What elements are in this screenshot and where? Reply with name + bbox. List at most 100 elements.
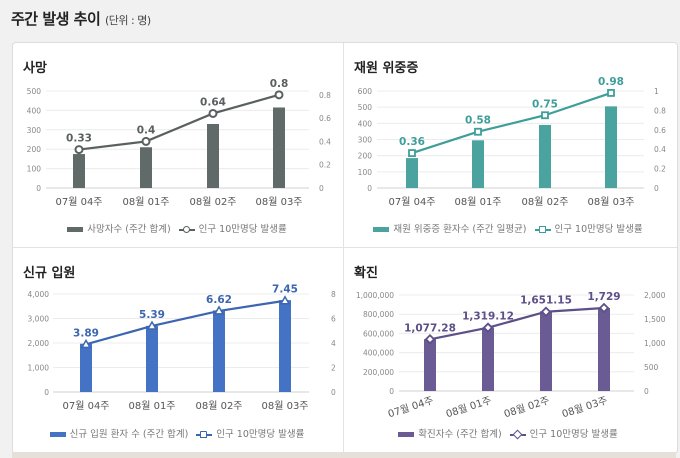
line-series xyxy=(411,91,612,155)
right-tick-label: 1 xyxy=(654,87,659,96)
data-label: 5.39 xyxy=(139,309,165,321)
line-marker xyxy=(213,305,225,315)
legend-bar-label: 신규 입원 환자 수 (주간 합계) xyxy=(69,429,189,440)
right-tick-label: 0.6 xyxy=(319,114,331,123)
bar xyxy=(598,307,610,391)
x-tick-label: 08월 02주 xyxy=(521,196,568,208)
legend-bar-swatch xyxy=(67,227,84,232)
data-label: 7.45 xyxy=(272,284,298,296)
bar xyxy=(482,327,494,391)
bar xyxy=(605,106,617,188)
line-marker xyxy=(146,320,158,330)
line-marker xyxy=(482,322,494,333)
right-tick-label: 0 xyxy=(331,388,336,397)
bar xyxy=(146,325,158,392)
right-tick-label: 0.2 xyxy=(319,161,331,170)
right-tick-label: 1,500 xyxy=(644,315,666,324)
bar xyxy=(540,311,552,391)
x-tick-label: 08월 03주 xyxy=(255,196,302,208)
bar xyxy=(80,343,92,392)
right-tick-label: 1,000 xyxy=(644,339,666,348)
bar xyxy=(213,310,225,392)
chart-svg: 0 100 200 300 400 500 0 0.2 0.4 0.6 0.8 07월 04주 08월 … xyxy=(27,78,331,208)
data-label: 1,651.15 xyxy=(520,295,572,307)
chart-card-admissions: 신규 입원 0 1,000 2,000 3,000 4,000 0 2 4 6 8 07월 04주 08… xyxy=(13,248,341,451)
bottom-strip xyxy=(12,452,676,458)
divider xyxy=(13,247,677,248)
left-tick-label: 300 xyxy=(358,136,373,145)
chart-legend: 재원 위중증 환자수 (주간 일평균) 인구 10만명당 발생률 xyxy=(344,221,672,235)
line-marker xyxy=(408,149,416,157)
line-marker xyxy=(208,108,218,118)
left-tick-label: 600,000 xyxy=(363,329,394,338)
x-tick-label: 08월 01주 xyxy=(128,400,175,412)
x-tick-label: 08월 02주 xyxy=(189,196,236,208)
x-tick-label: 08월 03주 xyxy=(560,394,608,420)
line-marker xyxy=(540,306,552,318)
chart-title: 확진 xyxy=(354,266,378,281)
x-tick-label: 08월 01주 xyxy=(444,394,492,420)
bar xyxy=(140,147,152,188)
chart-card-critical: 재원 위중증 0 100 200 300 400 500 600 0 0.2 0.4 0.6 0.8 1 0… xyxy=(344,43,672,246)
x-tick-label: 08월 01주 xyxy=(454,196,501,208)
left-tick-label: 0 xyxy=(389,387,394,396)
line-series xyxy=(85,299,286,346)
legend-line-icon xyxy=(509,429,526,439)
chart-legend: 확진자수 (주간 합계) 인구 10만명당 발생률 xyxy=(344,426,672,440)
chart-card-deaths: 사망 0 100 200 300 400 500 0 0.2 0.4 0.6 0.8 07월 04주 08… xyxy=(13,43,341,246)
left-tick-label: 500 xyxy=(27,87,42,96)
charts-panel: 사망 0 100 200 300 400 500 0 0.2 0.4 0.6 0.8 07월 04주 08… xyxy=(12,42,678,454)
data-label: 0.58 xyxy=(465,115,491,127)
chart-title: 사망 xyxy=(23,61,47,76)
bar xyxy=(73,154,85,188)
data-label: 3.89 xyxy=(73,327,99,339)
line-marker xyxy=(474,127,482,136)
chart-title: 신규 입원 xyxy=(23,266,76,281)
line-series xyxy=(429,306,605,341)
legend-line-icon xyxy=(178,225,195,234)
data-label: 0.36 xyxy=(399,136,425,148)
legend-line-label: 인구 10만명당 발생률 xyxy=(216,429,305,440)
left-tick-label: 100 xyxy=(27,165,42,174)
legend-bar-label: 확진자수 (주간 합계) xyxy=(418,429,502,440)
right-tick-label: 0.2 xyxy=(654,165,666,174)
chart-svg: 0 200,000 400,000 600,000 800,000 1,000,000 0 5… xyxy=(356,291,666,420)
left-tick-label: 800,000 xyxy=(363,310,394,319)
left-tick-label: 100 xyxy=(358,168,373,177)
right-tick-label: 0 xyxy=(644,387,649,396)
legend-line-icon xyxy=(196,430,213,439)
chart-card-confirmed: 확진 0 200,000 400,000 600,000 800,000 1,000,000… xyxy=(344,248,672,451)
chart-legend: 신규 입원 환자 수 (주간 합계) 인구 10만명당 발생률 xyxy=(13,426,341,440)
x-tick-label: 08월 01주 xyxy=(122,196,169,208)
x-tick-label: 07월 04주 xyxy=(62,400,109,412)
line-marker xyxy=(598,302,610,314)
left-tick-label: 500 xyxy=(358,103,373,112)
right-tick-label: 0.8 xyxy=(319,91,331,100)
right-tick-label: 0 xyxy=(654,184,659,193)
left-tick-label: 200 xyxy=(27,145,42,154)
x-tick-label: 08월 03주 xyxy=(587,196,634,208)
x-tick-label: 08월 03주 xyxy=(261,400,308,412)
left-tick-label: 600 xyxy=(358,87,373,96)
left-tick-label: 400 xyxy=(358,119,373,128)
legend-line-icon xyxy=(534,225,551,234)
right-tick-label: 4 xyxy=(331,339,336,348)
bar xyxy=(424,339,436,391)
left-tick-label: 0 xyxy=(44,388,49,397)
legend-bar-label: 재원 위중증 환자수 (주간 일평균) xyxy=(393,224,527,235)
line-marker xyxy=(279,295,291,305)
line-marker xyxy=(424,334,436,345)
legend-bar-swatch xyxy=(49,432,66,437)
data-label: 1,077.28 xyxy=(404,322,456,334)
chart-svg: 0 100 200 300 400 500 600 0 0.2 0.4 0.6 0.8 1 07월 04주… xyxy=(358,76,666,208)
legend-line-label: 인구 10만명당 발생률 xyxy=(554,224,643,235)
right-tick-label: 0 xyxy=(319,184,324,193)
unit-text: (단위 : 명) xyxy=(104,14,151,27)
legend-line-label: 인구 10만명당 발생률 xyxy=(529,429,618,440)
left-tick-label: 400,000 xyxy=(363,349,394,358)
right-tick-label: 0.4 xyxy=(319,137,331,146)
right-tick-label: 0.4 xyxy=(654,145,666,154)
left-tick-label: 2,000 xyxy=(28,339,50,348)
left-tick-label: 200,000 xyxy=(363,368,394,377)
legend-bar-swatch xyxy=(373,227,390,232)
